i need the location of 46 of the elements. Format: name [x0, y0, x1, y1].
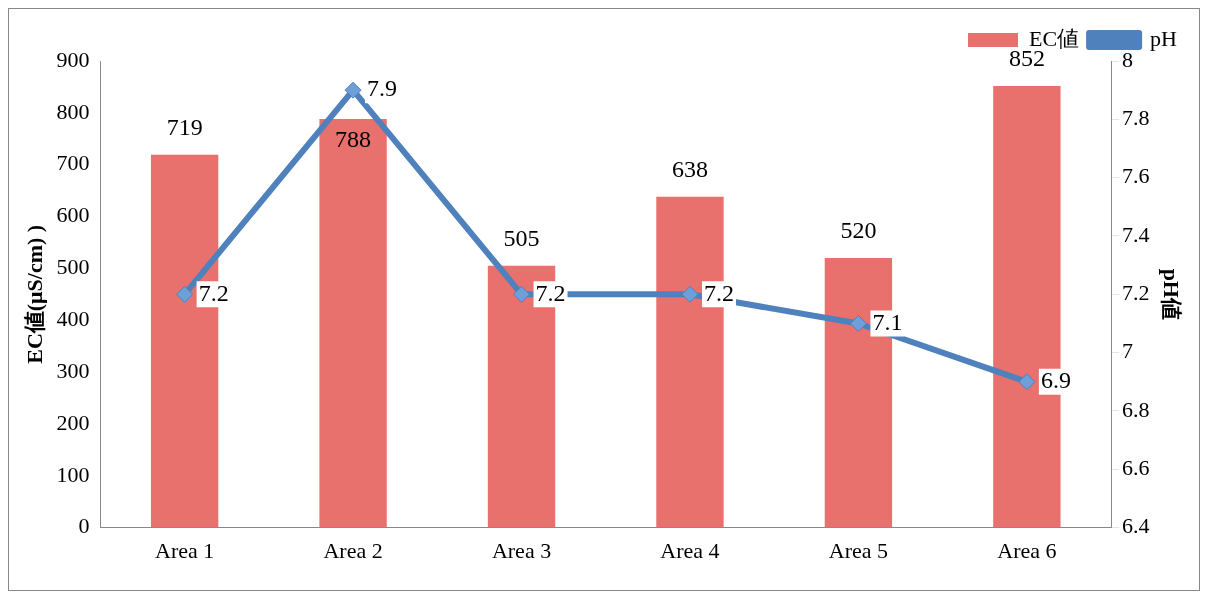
y2-tick-label: 7.2: [1122, 280, 1150, 306]
point: [849, 314, 867, 332]
x-tick-label: Area 5: [828, 537, 889, 563]
y-tick-label: 0: [78, 513, 90, 539]
point: [344, 81, 362, 99]
y-tick-label: 800: [56, 98, 90, 124]
data-label: 505: [503, 225, 540, 252]
point: [513, 285, 531, 303]
bar: [319, 119, 387, 528]
data-label: 7.1: [872, 308, 903, 335]
y2-tick-label: 6.8: [1122, 396, 1150, 422]
y-tick-label: 700: [56, 150, 90, 176]
data-label: 719: [166, 114, 203, 141]
data-label: 7.9: [367, 75, 398, 102]
y2-tick-label: 7.6: [1122, 163, 1150, 189]
x-tick-label: Area 4: [660, 537, 720, 563]
y-tick-label: 300: [56, 357, 90, 383]
point: [176, 285, 194, 303]
x-tick-label: Area 6: [997, 537, 1057, 563]
y-tick-label: 900: [56, 46, 90, 72]
data-label: 520: [840, 217, 877, 244]
data-label: 788: [335, 126, 372, 153]
y2-tick-label: 8: [1122, 46, 1134, 72]
y-tick-label: 600: [56, 202, 90, 228]
y2-axis-title: pH値: [1159, 268, 1185, 320]
data-label: 6.9: [1040, 367, 1071, 394]
legend-label: pH: [1150, 25, 1178, 51]
x-tick-label: Area 3: [491, 537, 552, 563]
x-tick-label: Area 2: [323, 537, 383, 563]
y2-tick-label: 7.4: [1122, 221, 1150, 247]
point: [1018, 373, 1036, 391]
y-tick-label: 100: [56, 461, 90, 487]
y2-tick-label: 6.6: [1122, 455, 1150, 481]
data-label: 638: [671, 156, 708, 183]
y2-tick-label: 7: [1122, 338, 1134, 364]
y-tick-label: 400: [56, 306, 90, 331]
x-tick-label: Area 1: [155, 537, 215, 563]
data-label: 7.2: [535, 279, 566, 306]
y-tick-label: 200: [56, 409, 90, 435]
point: [681, 285, 699, 303]
y-tick-label: 500: [56, 254, 90, 280]
data-label: 7.2: [703, 279, 734, 306]
y2-tick-label: 7.8: [1122, 105, 1150, 131]
data-label: 7.2: [198, 279, 229, 306]
y2-tick-label: 6.4: [1122, 513, 1150, 539]
y-axis-title: EC値(μS/cm) ): [21, 224, 47, 364]
